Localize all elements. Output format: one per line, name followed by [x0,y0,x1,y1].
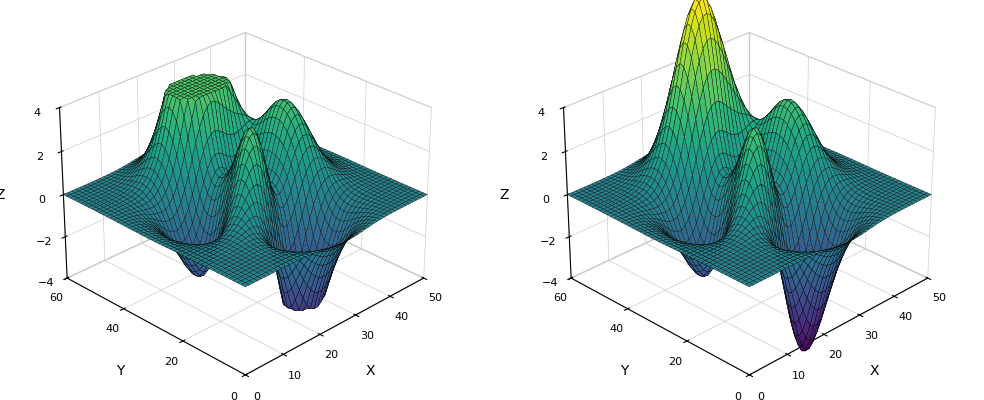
Y-axis label: Y: Y [620,364,629,378]
X-axis label: X: X [366,364,376,378]
X-axis label: X: X [870,364,880,378]
Y-axis label: Y: Y [116,364,124,378]
